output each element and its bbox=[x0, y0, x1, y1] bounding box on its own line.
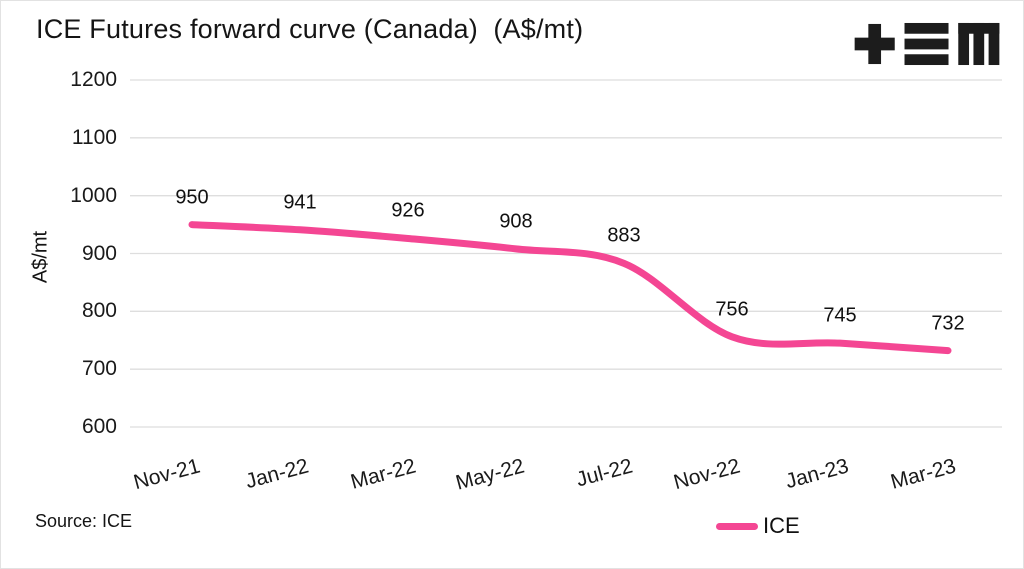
y-tick-label: 1200 bbox=[70, 68, 117, 91]
y-tick-label: 600 bbox=[81, 415, 117, 438]
data-label: 745 bbox=[823, 304, 857, 327]
data-label: 883 bbox=[607, 224, 641, 247]
logo-bars-icon bbox=[904, 22, 949, 66]
legend: ICE bbox=[716, 513, 800, 539]
data-label: 950 bbox=[175, 186, 209, 209]
data-label: 732 bbox=[931, 312, 965, 335]
legend-series-label: ICE bbox=[763, 513, 800, 538]
data-label: 941 bbox=[283, 191, 317, 214]
data-label: 756 bbox=[715, 298, 749, 321]
series-line-ice bbox=[188, 221, 952, 355]
y-tick-label: 800 bbox=[81, 299, 117, 323]
source-note: Source: ICE bbox=[35, 511, 133, 531]
y-tick-label: 1100 bbox=[71, 125, 117, 149]
y-tick-label: 1000 bbox=[70, 183, 117, 207]
y-tick-label: 700 bbox=[81, 357, 117, 381]
tem-logo bbox=[854, 22, 1000, 66]
logo-m-icon bbox=[958, 22, 1000, 66]
legend-line-swatch bbox=[716, 522, 758, 530]
logo-plus-icon bbox=[854, 23, 895, 65]
chart-title: ICE Futures forward curve (Canada) (A$/m… bbox=[36, 14, 584, 44]
y-tick-label: 900 bbox=[81, 241, 117, 265]
data-label: 926 bbox=[391, 199, 425, 222]
data-label: 908 bbox=[499, 210, 533, 233]
